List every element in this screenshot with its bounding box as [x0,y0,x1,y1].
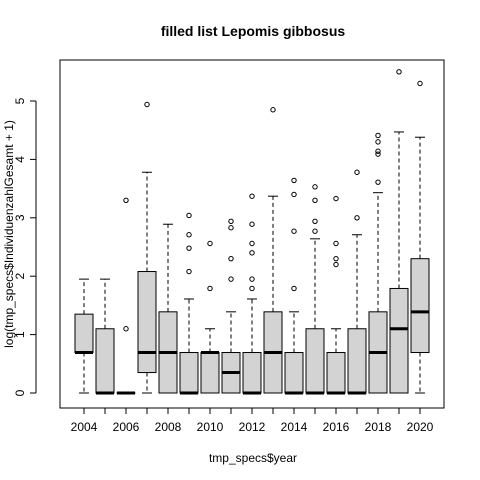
x-tick-label-2004: 2004 [71,420,98,434]
box-body-2012 [243,353,261,393]
box-body-2014 [285,353,303,393]
box-body-2004 [75,314,93,352]
y-axis-label: log(tmp_specs$IndividuenzahlGesamt + 1) [2,120,16,348]
x-tick-label-2018: 2018 [365,420,392,434]
box-body-2005 [96,329,114,393]
x-tick-label-2008: 2008 [155,420,182,434]
x-tick-label-2006: 2006 [113,420,140,434]
box-body-2020 [411,259,429,353]
y-tick-label-5: 5 [13,97,27,104]
y-tick-label-0: 0 [13,389,27,396]
x-tick-label-2016: 2016 [323,420,350,434]
box-body-2015 [306,329,324,393]
box-body-2019 [390,288,408,393]
box-body-2009 [180,353,198,393]
box-body-2016 [327,353,345,393]
x-tick-label-2012: 2012 [239,420,266,434]
x-tick-label-2014: 2014 [281,420,308,434]
x-tick-label-2010: 2010 [197,420,224,434]
box-body-2010 [201,353,219,393]
box-body-2017 [348,329,366,393]
chart-title: filled list Lepomis gibbosus [161,23,346,39]
x-axis-label: tmp_specs$year [209,451,297,465]
x-tick-label-2020: 2020 [407,420,434,434]
box-body-2007 [138,272,156,373]
